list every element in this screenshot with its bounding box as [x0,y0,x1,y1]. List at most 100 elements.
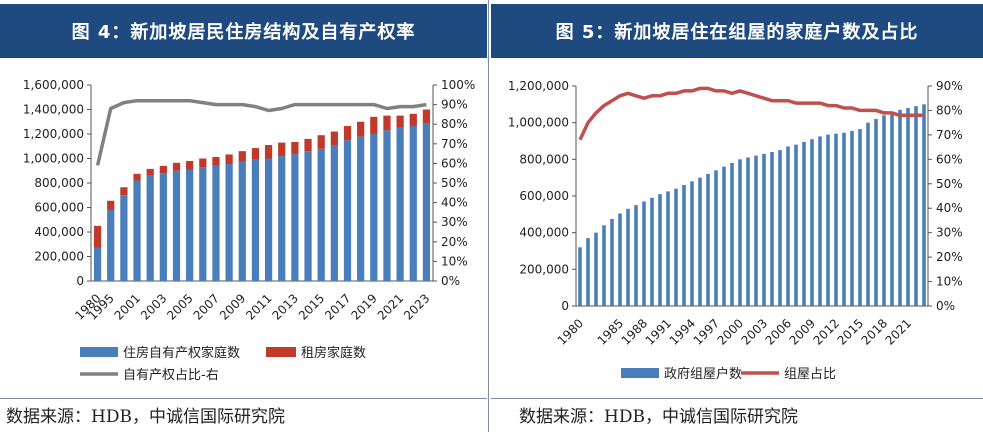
right-bar-primary [834,133,838,306]
panel-divider [488,0,489,432]
left-bar-primary [357,136,365,281]
left-x-tick-label: 2017 [322,291,353,322]
right-bar-primary [602,225,606,306]
left-bar-primary [422,122,431,281]
right-x-tick-label: 2000 [715,316,746,347]
left-left-tick-label: 1,400,000 [23,103,84,117]
right-bar-primary [642,201,646,306]
right-bar-primary [770,152,774,306]
left-right-tick-label: 60% [441,156,468,170]
left-right-tick-label: 20% [441,235,468,249]
left-x-tick-label: 2013 [270,291,301,322]
right-bar-primary [698,177,702,306]
left-x-tick-label: 2003 [138,291,169,322]
right-right-tick-label: 0% [936,299,955,313]
right-bar-primary [914,106,918,307]
right-bar-primary [866,122,870,307]
left-right-tick-label: 70% [441,137,468,151]
left-line-series [95,98,427,166]
right-bar-primary [634,205,638,306]
left-bar-primary [93,247,102,281]
left-x-tick-label: 2015 [296,291,327,322]
left-source-divider [0,398,487,399]
right-left-tick-label: 1,200,000 [508,79,569,93]
right-bar-primary [578,247,582,306]
right-left-tick-label: 400,000 [519,226,569,240]
left-bar-primary [107,209,115,281]
left-bar-primary [186,169,194,281]
left-panel: 图 4：新加坡居民住房结构及自有产权率 0 200,000 400,000 600,0… [0,0,487,432]
right-bar-primary [658,194,662,306]
right-bar-primary [762,153,766,306]
left-bar-secondary [107,200,115,210]
right-bar-primary [906,108,910,306]
right-bar-primary [802,141,806,306]
left-bar-secondary [291,141,299,155]
right-x-tick-label: 2003 [739,316,770,347]
right-right-tick-label: 30% [936,226,963,240]
right-bar-primary [754,155,758,306]
left-bar-primary [212,165,220,281]
left-bar-secondary [199,158,207,168]
left-bar-primary [317,148,325,281]
right-x-tick-label: 2006 [763,316,794,347]
left-bar-primary [159,173,167,281]
right-bar-primary [594,232,598,306]
right-right-tick-label: 70% [936,128,963,142]
left-bar-primary [304,151,312,281]
left-bar-secondary [304,138,312,152]
right-legend-label: 组屋占比 [784,367,836,382]
right-line-series [578,86,924,141]
right-bar-primary [818,136,822,306]
left-bar-secondary [370,116,378,134]
left-right-tick-label: 100% [441,78,475,92]
right-bar-primary [666,191,670,306]
left-bar-primary [343,140,352,281]
left-bar-primary [225,164,233,281]
right-right-tick-label: 40% [936,201,963,215]
left-left-tick-label: 600,000 [34,201,84,215]
right-bar-primary [730,163,734,306]
right-right-tick-label: 90% [936,79,963,93]
right-bar-primary [874,119,878,306]
right-x-tick-label: 2018 [859,316,890,347]
right-left-tick-label: 1,000,000 [508,116,569,130]
left-left-tick-label: 1,600,000 [23,78,84,92]
right-bar-primary [738,159,742,306]
left-bar-primary [330,145,338,281]
left-left-tick-label: 200,000 [34,250,84,264]
left-right-tick-label: 80% [441,117,468,131]
left-right-tick-label: 50% [441,176,468,190]
left-bar-secondary [186,160,194,170]
right-x-tick-label: 2012 [811,316,842,347]
right-panel: 图 5：新加坡居住在组屋的家庭户数及占比 0 200,000 400,000 600,… [491,0,983,432]
left-bar-secondary [172,162,181,171]
left-chart-title: 图 4：新加坡居民住房结构及自有产权率 [0,4,487,58]
left-bar-secondary [225,154,233,165]
left-legend-swatch [80,347,118,357]
right-x-tick-label: 1991 [643,316,674,347]
left-left-tick-label: 0 [76,274,84,288]
right-left-tick-label: 200,000 [519,262,569,276]
left-left-tick-label: 1,000,000 [23,152,84,166]
left-bar-secondary [396,115,404,128]
right-left-tick-label: 800,000 [519,152,569,166]
left-legend-label: 住房自有产权家庭数 [123,345,240,361]
right-x-tick-label: 2015 [835,316,866,347]
left-right-tick-label: 30% [441,215,468,229]
right-legend-swatch [621,368,659,378]
left-chart: 0 200,000 400,000 600,000 800,000 1,000,000 1,… [23,78,475,383]
right-x-tick-label: 1997 [691,316,722,347]
left-bar-primary [278,156,286,281]
right-bar-primary [690,181,694,306]
right-bar-primary [626,208,630,306]
left-bar-secondary [212,157,220,166]
right-source-note: 数据来源：HDB，中诚信国际研究院 [519,407,798,427]
left-bar-secondary [159,165,167,174]
right-legend-label: 政府组屋户数 [664,366,742,382]
left-bar-secondary [409,113,417,127]
right-bar-primary [618,213,622,306]
left-bar-primary [383,130,391,281]
left-bar-primary [146,175,154,281]
left-bar-primary [251,159,260,281]
